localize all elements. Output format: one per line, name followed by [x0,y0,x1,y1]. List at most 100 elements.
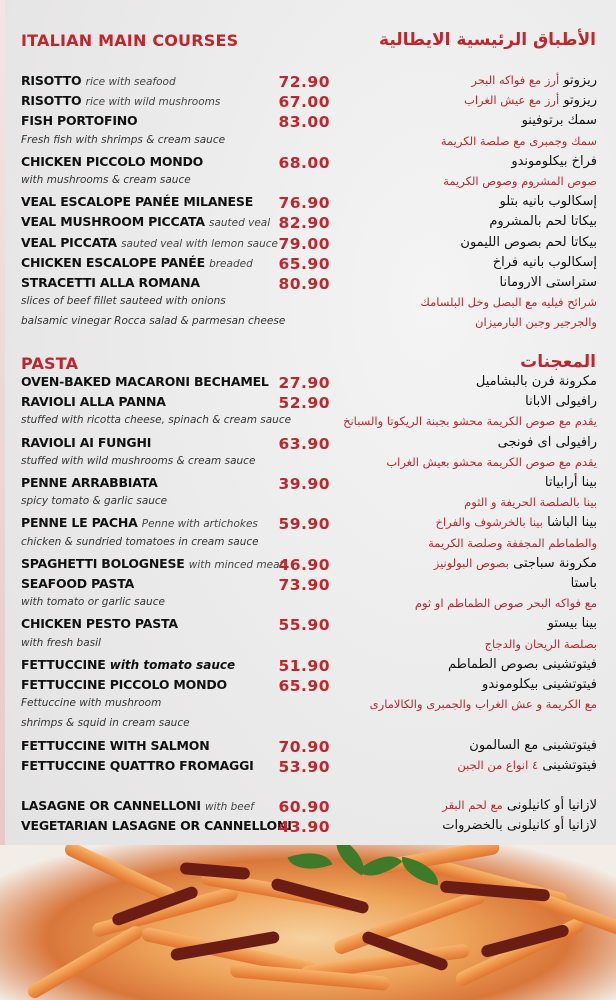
item-note: sauted veal with lemon sauce [121,237,278,250]
item-price: 73.90 [278,576,330,594]
menu-item: CHICKEN ESCALOPE PANÉE breaded 65.90 إسكال… [0,255,616,275]
item-name: VEAL PICCATA sauted veal with lemon sauc… [21,234,278,250]
item-name-ar: بينا أرابياتا [544,475,597,490]
item-name-ar: باستا [570,576,597,591]
item-note: breaded [209,257,253,270]
item-description-text: stuffed with wild mushrooms & cream sauc… [21,454,256,467]
item-description: stuffed with wild mushrooms & cream sauc… [0,455,616,475]
menu-item: PENNE ARRABBIATA 39.90 بينا أرابياتا [0,475,616,495]
item-note-ar: بينا بالخرشوف والفراخ [435,515,543,530]
item-description-text: slices of beef fillet sauteed with onion… [21,295,226,308]
item-name: RAVIOLI ALLA PANNA [21,394,166,410]
item-note-ar: أرز مع فواكه البحر [471,73,560,87]
item-name-ar: مكرونة فرن بالبشاميل [475,374,597,389]
menu-item: LASAGNE OR CANNELLONI with beef 60.90 لازا… [0,798,616,818]
item-name: STRACETTI ALLA ROMANA [21,275,200,290]
item-description-text: with tomato or garlic sauce [21,596,165,609]
item-price: 76.90 [278,194,330,213]
item-name-ar: ريزوتو أرز مع فواكه البحر [471,73,597,88]
item-name-ar: ريزوتو أرز مع عيش الغراب [464,93,597,109]
item-price: 59.90 [278,515,330,534]
basil-leaf [357,845,403,888]
item-name: FETTUCCINE WITH SALMON [21,737,210,753]
item-description: shrimps & squid in cream sauce [0,717,616,737]
item-description-ar: يقدم مع صوص الكريمة محشو بعيش الغراب [386,454,597,469]
item-name: RAVIOLI AI FUNGHI [21,434,152,450]
item-price: 43.90 [278,818,330,837]
penne-piece [25,923,145,1000]
item-name-ar: لازانيا أو كانيلونى بالخضروات [442,818,597,834]
item-description-text: balsamic vinegar Rocca salad & parmesan … [21,315,286,328]
menu-item: FETTUCCINE WITH SALMON 70.90 فيتوتشينى مع … [0,738,616,758]
section-title-pasta-ar: المعجنات [520,352,596,372]
item-name: VEGETARIAN LASAGNE OR CANNELLONI [21,818,292,834]
page-edge [0,0,5,845]
item-name-ar: بيكاتا لحم بالمشروم [489,214,597,230]
menu-item: FETTUCCINE with tomato sauce 51.90 فيتوتشي… [0,657,616,677]
menu-item: SPAGHETTI BOLOGNESE with minced meat 46.9… [0,556,616,576]
item-name: SEAFOOD PASTA [21,576,135,591]
item-name: FISH PORTOFINO [21,113,138,129]
item-price: 72.90 [278,73,330,91]
item-description: Fresh fish with shrimps & cream sauce سمك… [0,134,616,154]
menu-item: STRACETTI ALLA ROMANA 80.90 ستراستى الاروم… [0,275,616,295]
item-name-ar: فيتوتشينى بيكلوموندو [482,677,597,692]
item-price: 80.90 [278,275,330,293]
item-price: 65.90 [278,677,330,695]
item-name-ar: فيتوتشينى بصوص الطماطم [448,656,597,672]
item-name-ar: سمك برتوفينو [521,113,597,129]
menu-item: FISH PORTOFINO 83.00 سمك برتوفينو [0,113,616,133]
item-description-ar: صوص المشروم وصوص الكريمة [443,174,597,188]
item-name-ar: بيكاتا لحم بصوص الليمون [460,234,597,250]
item-description: with fresh basil بصلصة الريحان والدجاج [0,637,616,657]
item-description-ar: سمك وجمبرى مع صلصة الكريمة [440,133,597,148]
menu-item: FETTUCCINE PICCOLO MONDO 65.90 فيتوتشينى ب… [0,677,616,697]
menu-item: CHICKEN PESTO PASTA 55.90 بينا بيستو [0,616,616,636]
item-note: with tomato sauce [109,657,236,672]
item-name: PENNE ARRABBIATA [21,475,158,490]
item-price: 70.90 [278,737,330,756]
item-price: 39.90 [278,475,330,493]
item-price: 65.90 [278,254,330,273]
item-note: rice with seafood [85,76,176,88]
item-price: 51.90 [278,656,330,675]
item-description-ar: مع الكريمة و عش الغراب والجمبرى والكالام… [369,697,597,712]
item-price: 46.90 [278,555,330,574]
item-name: OVEN-BAKED MACARONI BECHAMEL [21,374,269,389]
item-name: SPAGHETTI BOLOGNESE with minced meat [21,555,284,571]
item-price: 27.90 [278,374,330,392]
item-description: Fettuccine with mushroom مع الكريمة و عش … [0,697,616,717]
item-description-text: Fresh fish with shrimps & cream sauce [21,133,226,146]
item-description-text: spicy tomato & garlic sauce [21,495,168,508]
item-note: rice with wild mushrooms [85,96,221,109]
item-name: FETTUCCINE QUATTRO FROMAGGI [21,757,254,773]
section-title-main-courses-ar: الأطباق الرئيسية الايطالية [379,30,596,50]
item-price: 83.00 [278,113,330,132]
item-name-ar: رافيولى اى فونجى [497,434,597,450]
item-name: CHICKEN PESTO PASTA [21,616,178,632]
item-name: LASAGNE OR CANNELLONI with beef [21,798,254,814]
item-description-ar: والجرجير وجبن البارميزان [475,315,597,330]
item-name-ar: لازانيا أو كانيلونى مع لحم البقر [442,798,597,814]
item-description: stuffed with ricotta cheese, spinach & c… [0,414,616,434]
menu-item: RISOTTO rice with wild mushrooms 67.00 ريز… [0,93,616,113]
menu-item: CHICKEN PICCOLO MONDO 68.00 فراخ بيكلوموند… [0,154,616,174]
item-description: with tomato or garlic sauce مع فواكه البح… [0,596,616,616]
menu-item: VEAL PICCATA sauted veal with lemon sauc… [0,235,616,255]
item-note-ar: ٤ انواع من الجبن [457,757,539,772]
item-name: CHICKEN PICCOLO MONDO [21,153,204,169]
item-description-text: with mushrooms & cream sauce [21,174,191,186]
item-name: CHICKEN ESCALOPE PANÉE breaded [21,254,253,270]
item-price: 60.90 [278,798,330,817]
item-description-ar: بينا بالصلصة الحريفة و الثوم [464,495,597,510]
item-description-text: chicken & sundried tomatoes in cream sau… [21,535,259,548]
section-title-pasta: PASTA [21,354,79,373]
item-description-ar: يقدم مع صوص الكريمة محشو بجبنة الريكوتا … [343,414,597,429]
menu-item: SEAFOOD PASTA 73.90 باستا [0,576,616,596]
spacer-row [0,778,616,798]
item-description: balsamic vinegar Rocca salad & parmesan … [0,315,616,335]
item-note-ar: بصوص البولونيز [433,555,509,570]
item-description: with mushrooms & cream sauce صوص المشروم … [0,174,616,194]
item-description-text: Fettuccine with mushroom [21,697,162,710]
pasta-photo [0,845,616,1000]
